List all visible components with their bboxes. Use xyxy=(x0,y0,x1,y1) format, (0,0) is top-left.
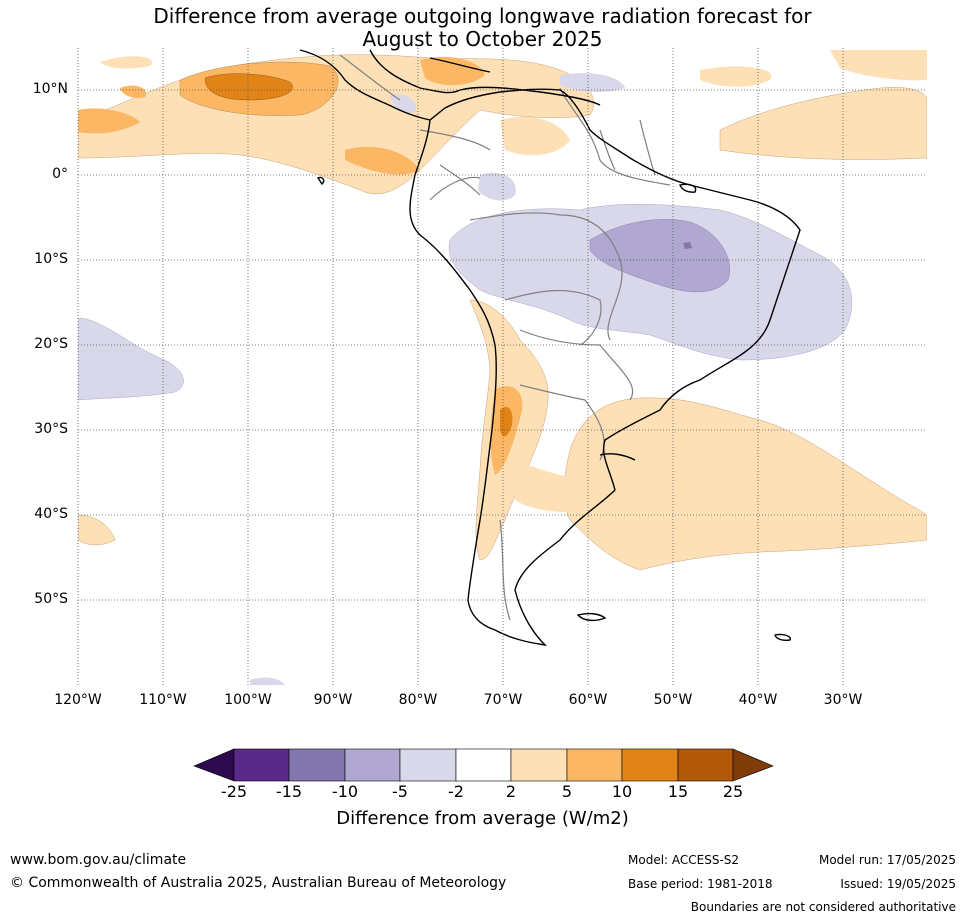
footer-base-period: Base period: 1981-2018 xyxy=(628,877,773,891)
coastline-cuba xyxy=(429,57,491,73)
lon-label-60w: 60°W xyxy=(568,692,608,708)
coastline-marajo xyxy=(679,183,697,193)
colorbar-tick-label: 15 xyxy=(667,782,689,801)
colorbar-tick-label: -15 xyxy=(275,782,303,801)
positive-anomaly-central-america-5-10 xyxy=(120,85,146,98)
lon-label-30w: 30°W xyxy=(823,692,863,708)
positive-anomaly-pacific-west-5-10 xyxy=(78,108,140,134)
positive-anomaly-north-strip xyxy=(100,56,152,69)
colorbar-swatch-2 xyxy=(288,748,346,782)
lon-label-90w: 90°W xyxy=(313,692,353,708)
positive-anomaly-atlantic-north2 xyxy=(700,66,772,87)
country-boundaries xyxy=(339,54,671,621)
coastline-falklands xyxy=(576,612,607,622)
anomaly-shading xyxy=(78,50,927,685)
graticule xyxy=(77,48,927,685)
colorbar-swatch-5 xyxy=(455,748,512,782)
lon-label-50w: 50°W xyxy=(653,692,693,708)
coastline-central-america xyxy=(299,49,431,121)
colorbar-tick-label: -5 xyxy=(392,782,408,801)
lon-label-110w: 110°W xyxy=(139,692,187,708)
colorbar-tick-label: 10 xyxy=(611,782,633,801)
negative-anomaly-colombia xyxy=(478,172,516,201)
colorbar xyxy=(193,748,774,782)
colorbar-swatch-6 xyxy=(510,748,568,782)
colorbar-swatch-7 xyxy=(566,748,623,782)
footer-disclaimer: Boundaries are not considered authoritat… xyxy=(690,900,956,914)
positive-anomaly-caribbean-5-10 xyxy=(420,56,485,86)
lat-label-40s: 40°S xyxy=(34,506,68,522)
colorbar-tick-label: 25 xyxy=(722,782,744,801)
colorbar-swatch-8 xyxy=(621,748,679,782)
lon-label-120w: 120°W xyxy=(54,692,102,708)
positive-anomaly-guianas xyxy=(500,116,570,156)
negative-anomaly-south xyxy=(250,677,285,685)
colorbar-extend-high xyxy=(732,748,774,782)
colorbar-swatch-4 xyxy=(399,748,457,782)
coastline-south-georgia xyxy=(774,633,792,641)
colorbar-tick-label: -25 xyxy=(220,782,248,801)
colorbar-swatch-3 xyxy=(344,748,401,782)
lon-label-80w: 80°W xyxy=(398,692,438,708)
lon-label-40w: 40°W xyxy=(738,692,778,708)
negative-anomaly-venezuela xyxy=(560,73,625,92)
lat-label-0: 0° xyxy=(52,166,68,182)
positive-anomaly-atlantic-north xyxy=(719,87,927,160)
colorbar-tick-label: 2 xyxy=(505,782,517,801)
negative-anomaly-east-pacific xyxy=(78,317,184,401)
coastline-galapagos xyxy=(316,176,325,186)
footer-model-run: Model run: 17/05/2025 xyxy=(818,853,956,867)
footer-issued: Issued: 19/05/2025 xyxy=(840,877,956,891)
lat-label-10n: 10°N xyxy=(32,81,68,97)
footer-website: www.bom.gov.au/climate xyxy=(10,852,187,868)
colorbar-title: Difference from average (W/m2) xyxy=(336,808,629,829)
colorbar-swatch-9 xyxy=(677,748,734,782)
footer-model: Model: ACCESS-S2 xyxy=(628,853,740,867)
lat-label-10s: 10°S xyxy=(34,251,68,267)
negative-anomaly-brazil-5-10 xyxy=(589,219,730,293)
colorbar-tick-label: -2 xyxy=(448,782,464,801)
colorbar-tick-label: -10 xyxy=(331,782,359,801)
positive-anomaly-west-pacific-40s xyxy=(78,514,116,546)
negative-anomaly-central-america xyxy=(390,94,416,113)
lat-label-50s: 50°S xyxy=(34,591,68,607)
lat-label-20s: 20°S xyxy=(34,336,68,352)
lon-label-100w: 100°W xyxy=(224,692,272,708)
negative-anomaly-brazil-small xyxy=(683,242,692,249)
colorbar-extend-low xyxy=(193,748,235,782)
lon-label-70w: 70°W xyxy=(483,692,523,708)
colorbar-tick-label: 5 xyxy=(561,782,573,801)
coastline-south-america xyxy=(409,88,801,647)
positive-anomaly-eq-pacific-5-10 xyxy=(345,146,420,175)
footer-copyright: © Commonwealth of Australia 2025, Austra… xyxy=(10,875,507,891)
negative-anomaly-amazon xyxy=(448,203,853,361)
colorbar-swatch-1 xyxy=(233,748,290,782)
positive-anomaly-south-atlantic xyxy=(563,397,927,571)
coastline-caribbean-north xyxy=(369,49,601,106)
positive-anomaly-caribbean-arc xyxy=(830,50,927,81)
coastline-rio-plata xyxy=(599,453,636,461)
map-title-line2: August to October 2025 xyxy=(362,27,603,51)
positive-anomaly-pacific-10-15 xyxy=(204,73,293,101)
map-title-line1: Difference from average outgoing longwav… xyxy=(153,4,812,28)
lat-label-30s: 30°S xyxy=(34,421,68,437)
